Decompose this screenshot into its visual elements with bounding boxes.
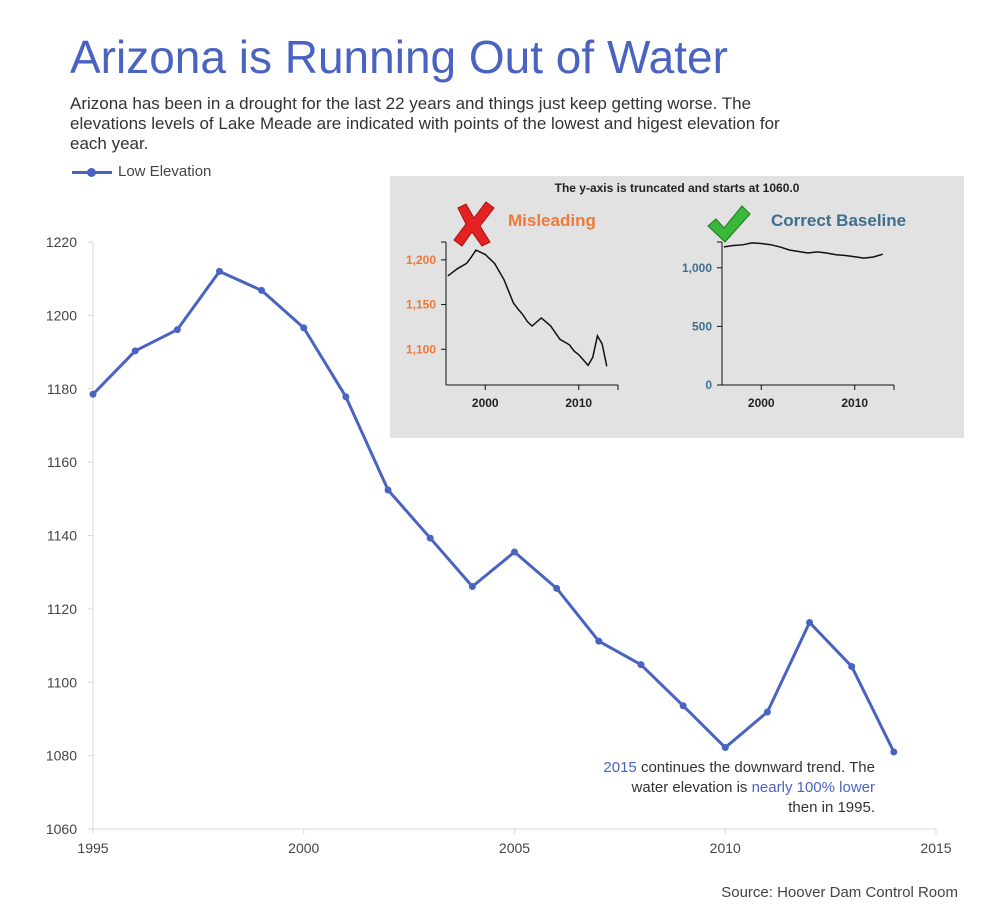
mini-x-tick-label: 2000: [748, 396, 775, 410]
chart-title: Arizona is Running Out of Water: [70, 31, 728, 83]
x-tick-label: 1995: [77, 840, 108, 856]
data-point: [426, 534, 434, 542]
mini-y-tick-label: 1,200: [406, 253, 436, 267]
legend[interactable]: Low Elevation: [72, 163, 211, 180]
x-tick-label: 2005: [499, 840, 530, 856]
annotation-text-2: then in 1995.: [788, 799, 875, 816]
y-tick-label: 1180: [47, 381, 77, 397]
y-tick-label: 1120: [47, 601, 77, 617]
data-point: [721, 744, 729, 752]
correct-baseline-mini-chart: 0 500 1,000 2000 2010: [682, 241, 895, 410]
mini-x-tick-label: 2000: [472, 396, 499, 410]
mini-x-tick-label: 2010: [565, 396, 592, 410]
data-point: [258, 286, 266, 294]
x-tick-label: 2000: [288, 840, 319, 856]
mini-series-line: [447, 249, 608, 367]
data-point: [173, 326, 181, 334]
data-point: [89, 390, 97, 398]
y-tick-label: 1200: [46, 307, 77, 323]
inset-charts: Misleading Correct Baseline 1,1001,1501,…: [406, 201, 906, 410]
legend-label: Low Elevation: [118, 163, 212, 180]
misleading-mini-chart: 1,100 1,150 1,200 2000 2010: [406, 241, 619, 410]
misleading-label: Misleading: [508, 211, 596, 230]
y-tick-label: 1080: [46, 748, 77, 764]
data-point: [806, 618, 814, 626]
x-tick-label: 2010: [710, 840, 741, 856]
data-point: [595, 637, 603, 645]
mini-series-line: [723, 242, 883, 259]
mini-y-tick-label: 1,100: [406, 342, 436, 356]
green-check-icon: [707, 205, 751, 243]
y-tick-label: 1220: [46, 234, 77, 250]
data-point: [215, 267, 223, 275]
mini-x-tick-label: 2010: [841, 396, 868, 410]
annotation: 2015 continues the downward trend. The w…: [600, 758, 875, 818]
red-x-icon: [453, 201, 495, 247]
data-point: [300, 324, 308, 332]
data-point: [468, 582, 476, 590]
annotation-highlight: nearly 100% lower: [751, 779, 875, 796]
data-point: [763, 708, 771, 716]
correct-baseline-label: Correct Baseline: [771, 211, 906, 230]
series-points: [89, 267, 898, 756]
x-tick-label: 2015: [920, 840, 951, 856]
mini-y-tick-label: 1,000: [682, 261, 712, 275]
data-point: [511, 548, 518, 556]
main-axes: 1060 1080 1100 1120 1140 1160 1180 1200 1220 1995…: [46, 234, 952, 856]
baseline-comparison-panel: Misleading Correct Baseline 1,100 1,150 1,…: [390, 176, 964, 438]
data-point: [342, 393, 350, 401]
source-note: Source: Hoover Dam Control Room: [721, 884, 958, 901]
mini-y-tick-label: 1,150: [406, 298, 436, 312]
mini-y-tick-label: 500: [692, 319, 712, 333]
y-tick-label: 1140: [47, 528, 77, 544]
y-tick-label: 1160: [47, 454, 77, 470]
data-point: [637, 661, 645, 669]
data-point: [384, 486, 392, 494]
chart-subtitle: Arizona has been in a drought for the la…: [70, 94, 780, 153]
y-tick-label: 1060: [46, 821, 77, 837]
data-point: [553, 584, 561, 592]
data-point: [679, 702, 687, 710]
data-point: [848, 662, 856, 670]
legend-swatch: [72, 165, 112, 179]
series-line-low-elevation: [91, 269, 896, 753]
mini-y-tick-label: 0: [705, 378, 712, 392]
data-point: [890, 748, 898, 756]
annotation-year: 2015: [603, 759, 637, 776]
inset-title: The y-axis is truncated and starts at 10…: [554, 181, 800, 195]
y-tick-label: 1100: [47, 674, 77, 690]
data-point: [131, 347, 139, 355]
annotation-text-1: continues the downward trend. The water …: [631, 759, 875, 796]
